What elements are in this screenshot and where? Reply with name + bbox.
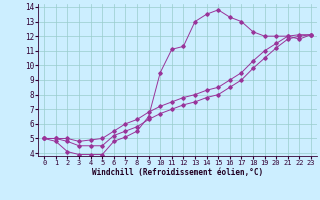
X-axis label: Windchill (Refroidissement éolien,°C): Windchill (Refroidissement éolien,°C) bbox=[92, 168, 263, 177]
